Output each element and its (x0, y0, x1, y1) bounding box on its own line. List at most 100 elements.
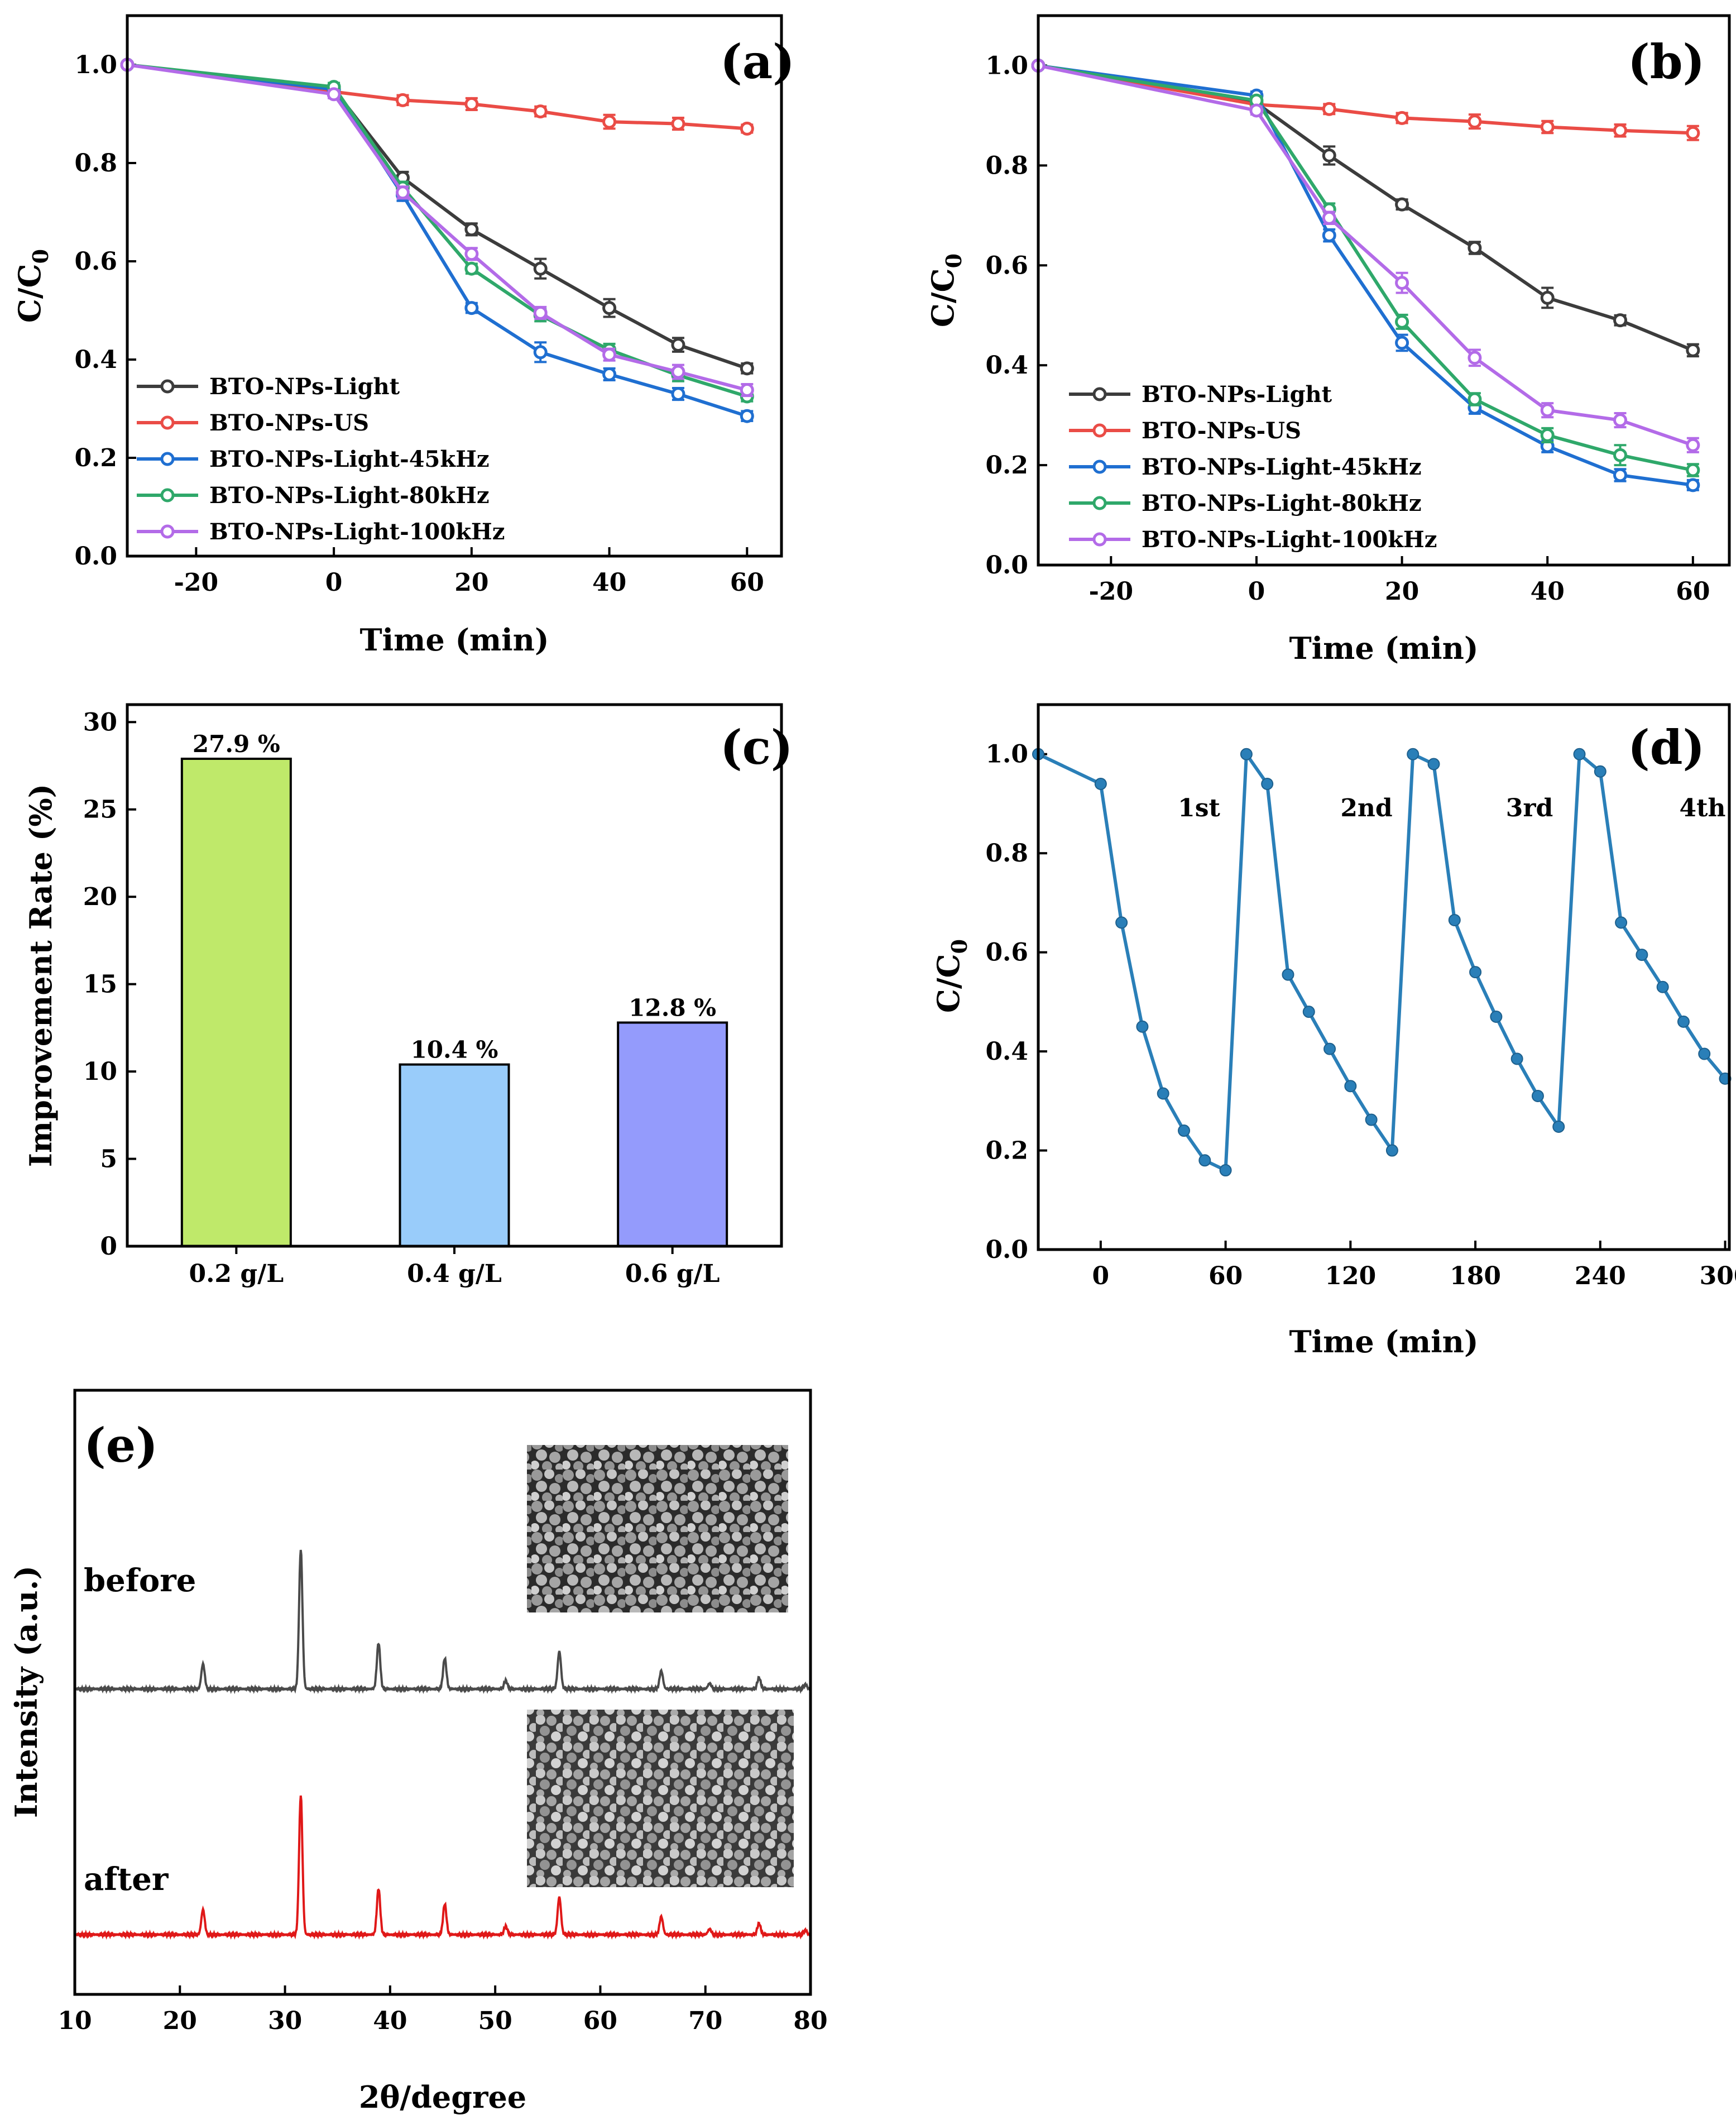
panel-a-xtick-label: 0 (325, 568, 343, 597)
panel-e-xtick-label: 10 (57, 2007, 92, 2035)
data-point (740, 383, 754, 398)
data-point (464, 97, 479, 111)
data-point (1552, 1120, 1565, 1133)
data-point (464, 247, 479, 261)
bar (180, 758, 292, 1247)
panel-d-ytick-label: 0.6 (985, 939, 1028, 967)
data-point (1302, 1006, 1315, 1018)
data-point (740, 409, 754, 423)
bar-value-label: 10.4 % (411, 1036, 498, 1064)
panel-a-xtick-label: 60 (730, 568, 764, 597)
data-point (1636, 949, 1648, 961)
panel-d-xtick-label: 120 (1325, 1262, 1376, 1290)
panel-a-ytick-label: 1.0 (74, 51, 117, 79)
data-point (1615, 916, 1628, 929)
panel-c-ytick-label: 5 (100, 1145, 117, 1174)
panel-d-ytick-label: 0.2 (985, 1137, 1028, 1165)
panel-d-ytick-label: 0.8 (985, 839, 1028, 868)
data-point (1613, 123, 1628, 138)
data-point (1249, 103, 1264, 118)
data-point (740, 361, 754, 376)
panel-b-ytick-label: 1.0 (985, 51, 1028, 80)
panel-a-ytick-label: 0.6 (74, 247, 117, 276)
cycle-label: 2nd (1340, 794, 1392, 822)
panel-d-xtick-label: 180 (1450, 1262, 1501, 1290)
data-point (1198, 1154, 1211, 1167)
curve-label-before: before (84, 1562, 196, 1599)
legend-marker (1092, 423, 1107, 438)
panel-d-ylabel: C/C0 (931, 939, 972, 1013)
panel-b-xtick-label: -20 (1089, 577, 1134, 606)
data-point (1540, 290, 1555, 305)
data-point (1686, 343, 1700, 357)
panel-b-ytick-label: 0.4 (985, 351, 1028, 380)
data-point (533, 305, 548, 320)
data-point (1395, 197, 1409, 212)
panel-c-ytick-label: 10 (83, 1057, 117, 1086)
data-point (327, 87, 341, 102)
legend-marker (1092, 496, 1107, 510)
panel-e-xtick-label: 50 (478, 2007, 512, 2035)
legend-marker (1092, 387, 1107, 401)
panel-b-ytick-label: 0.8 (985, 151, 1028, 180)
series-line-4 (1038, 64, 1694, 447)
panel-c-ytick-label: 0 (100, 1232, 117, 1261)
bar-value-label: 27.9 % (193, 730, 280, 758)
panel-a-xtick-label: 20 (454, 568, 488, 597)
cycle-label: 3rd (1506, 794, 1553, 822)
panel-b-xtick-label: 60 (1676, 577, 1710, 606)
panel-e-frame (73, 1389, 812, 1996)
sem-image-after (527, 1710, 794, 1887)
data-point (1448, 913, 1461, 926)
bar (399, 1063, 510, 1248)
panel-a-ytick-label: 0.8 (74, 149, 117, 178)
panel-b-ylabel: C/C0 (925, 253, 966, 327)
legend-marker (160, 379, 175, 394)
data-point (1490, 1010, 1503, 1023)
panel-d-xtick-label: 0 (1092, 1262, 1110, 1290)
panel-d-frame (1037, 703, 1731, 1251)
panel-e-label: (e) (84, 1418, 158, 1473)
panel-a-xtick-label: -20 (174, 568, 219, 597)
panel-e-xtick-label: 70 (688, 2007, 722, 2035)
panel-c-ytick-label: 30 (83, 708, 117, 736)
data-point (1178, 1124, 1191, 1137)
panel-b-ytick-label: 0.6 (985, 251, 1028, 280)
data-point (1613, 468, 1628, 482)
cycle-label: 1st (1178, 794, 1220, 822)
data-point (602, 367, 617, 381)
series-line-4 (127, 63, 748, 392)
data-point (1594, 765, 1606, 778)
data-point (1686, 438, 1700, 452)
data-point (533, 261, 548, 276)
data-point (1395, 336, 1409, 350)
data-point (1468, 241, 1482, 255)
data-point (1344, 1080, 1357, 1093)
panel-b-ytick-label: 0.0 (985, 551, 1028, 580)
panel-e-ylabel: Intensity (a.u.) (8, 1566, 44, 1818)
panel-b-xlabel: Time (min) (1289, 630, 1478, 666)
data-point (1395, 314, 1409, 329)
data-point (1322, 102, 1336, 116)
data-point (464, 261, 479, 276)
data-point (1531, 1089, 1544, 1102)
legend-entry: BTO-NPs-Light-100kHz (209, 519, 505, 545)
series-line-3 (127, 63, 748, 398)
sem-image-before (527, 1445, 788, 1612)
bar (617, 1021, 728, 1248)
panel-e-xtick-label: 30 (268, 2007, 302, 2035)
legend-entry: BTO-NPs-Light-80kHz (1142, 490, 1422, 516)
series-line-0 (127, 63, 748, 370)
data-point (602, 347, 617, 362)
panel-b-frame (1037, 14, 1731, 567)
panel-a-ytick-label: 0.4 (74, 346, 117, 374)
xrd-pattern-before (74, 1549, 812, 1695)
data-point (1468, 392, 1482, 406)
data-point (1282, 968, 1294, 981)
panel-b-chart: (b) -20 0 20 40 60 0.0 0.2 0.4 0.6 0.8 1.0 BTO-NPs… (925, 14, 1731, 666)
panel-a-frame (126, 14, 783, 558)
panel-d-xtick-label: 60 (1209, 1262, 1243, 1290)
data-point (1322, 148, 1336, 162)
